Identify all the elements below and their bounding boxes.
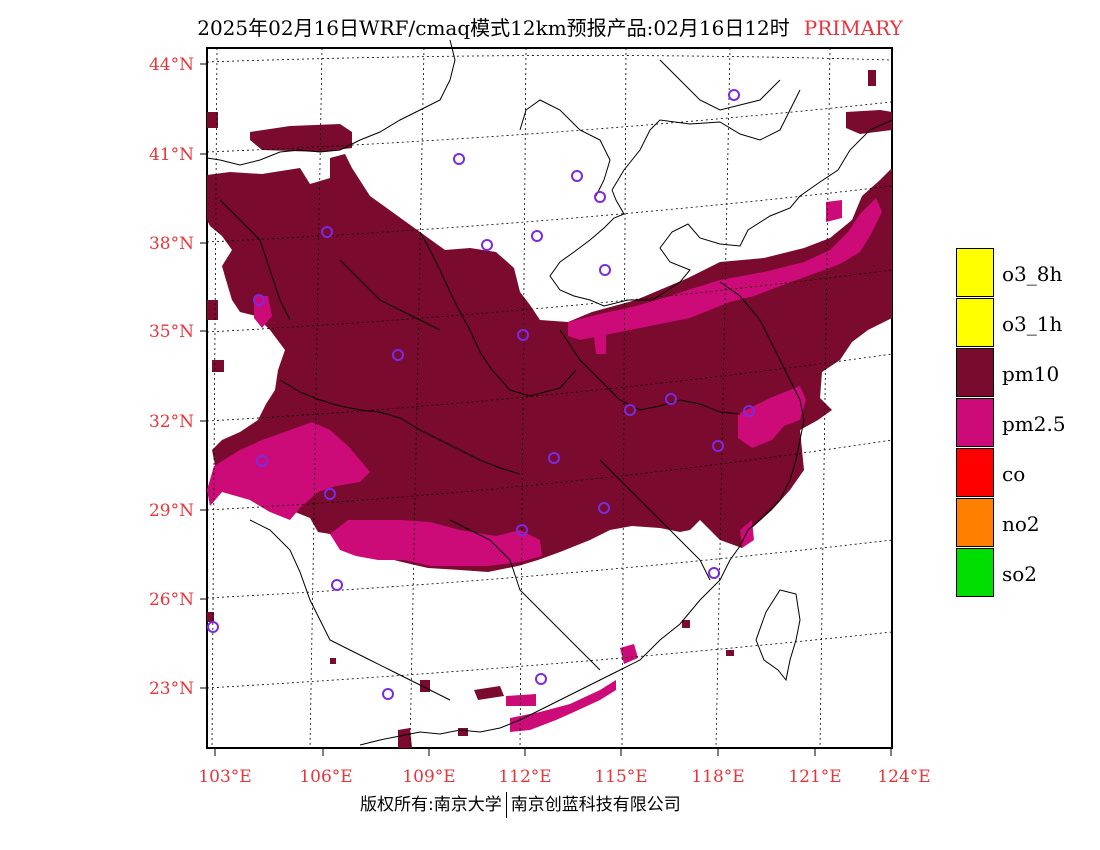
station-marker: [324, 488, 336, 500]
legend-item-pm25: pm2.5: [956, 398, 1100, 448]
lon-label: 109°E: [402, 767, 455, 787]
station-marker: [535, 673, 547, 685]
station-marker: [516, 524, 528, 536]
station-marker: [548, 452, 560, 464]
station-marker: [712, 440, 724, 452]
lat-label: 35°N: [149, 322, 194, 342]
station-marker: [392, 349, 404, 361]
legend-label: no2: [1002, 512, 1040, 536]
station-marker: [207, 621, 219, 633]
legend-swatch: [956, 398, 994, 447]
legend-swatch: [956, 448, 994, 497]
legend-label: o3_1h: [1002, 312, 1063, 336]
pm10-region: [207, 70, 892, 748]
lat-label: 29°N: [149, 501, 194, 521]
station-marker: [599, 264, 611, 276]
legend-label: o3_8h: [1002, 262, 1063, 286]
station-marker: [624, 404, 636, 416]
map-title: 2025年02月16日WRF/cmaq模式12km预报产品:02月16日12时 P…: [0, 12, 1100, 41]
station-marker: [728, 89, 740, 101]
lat-label: 32°N: [149, 412, 194, 432]
legend-item-o3-8h: o3_8h: [956, 248, 1100, 298]
station-marker: [708, 567, 720, 579]
station-marker: [256, 455, 268, 467]
station-marker: [453, 153, 465, 165]
boundaries: [206, 39, 893, 746]
title-text: 2025年02月16日WRF/cmaq模式12km预报产品:02月16日12时: [197, 16, 790, 40]
lat-label: 23°N: [149, 679, 194, 699]
legend-item-so2: so2: [956, 548, 1100, 598]
station-marker: [517, 329, 529, 341]
copyright-company: 南京创蓝科技有限公司: [510, 795, 681, 815]
station-markers: [207, 89, 755, 700]
station-marker: [571, 170, 583, 182]
lat-label: 26°N: [149, 590, 194, 610]
legend-item-pm10: pm10: [956, 348, 1100, 398]
station-marker: [665, 393, 677, 405]
pm25-region: [207, 198, 882, 732]
legend-swatch: [956, 548, 994, 597]
tick-marks: [200, 63, 892, 756]
station-marker: [531, 230, 543, 242]
station-marker: [594, 191, 606, 203]
legend-swatch: [956, 348, 994, 397]
legend-label: pm2.5: [1002, 412, 1066, 436]
copyright-footer: 版权所有:南京大学 南京创蓝科技有限公司: [360, 790, 681, 818]
footer-separator: [505, 792, 507, 818]
legend-swatch: [956, 248, 994, 297]
lat-label: 38°N: [149, 234, 194, 254]
legend-swatch: [956, 498, 994, 547]
station-marker: [598, 502, 610, 514]
legend-label: co: [1002, 462, 1026, 486]
legend-label: pm10: [1002, 362, 1060, 386]
lon-label: 115°E: [594, 767, 647, 787]
station-marker: [253, 294, 265, 306]
lon-label: 118°E: [691, 767, 744, 787]
graticule: [206, 47, 893, 749]
station-marker: [743, 405, 755, 417]
map-frame: [206, 47, 893, 749]
lon-label: 124°E: [877, 767, 930, 787]
legend-swatch: [956, 298, 994, 347]
station-marker: [382, 688, 394, 700]
legend-item-no2: no2: [956, 498, 1100, 548]
legend-item-co: co: [956, 448, 1100, 498]
lon-label: 112°E: [498, 767, 551, 787]
lon-label: 106°E: [299, 767, 352, 787]
lat-label: 41°N: [149, 145, 194, 165]
station-marker: [321, 226, 333, 238]
lon-label: 103°E: [198, 767, 251, 787]
station-marker: [331, 579, 343, 591]
station-marker: [481, 239, 493, 251]
lon-label: 121°E: [788, 767, 841, 787]
legend-item-o3-1h: o3_1h: [956, 298, 1100, 348]
legend-label: so2: [1002, 562, 1038, 586]
copyright-owner: 版权所有:南京大学: [360, 795, 502, 815]
lat-label: 44°N: [149, 55, 194, 75]
title-primary-tag: PRIMARY: [803, 16, 903, 40]
